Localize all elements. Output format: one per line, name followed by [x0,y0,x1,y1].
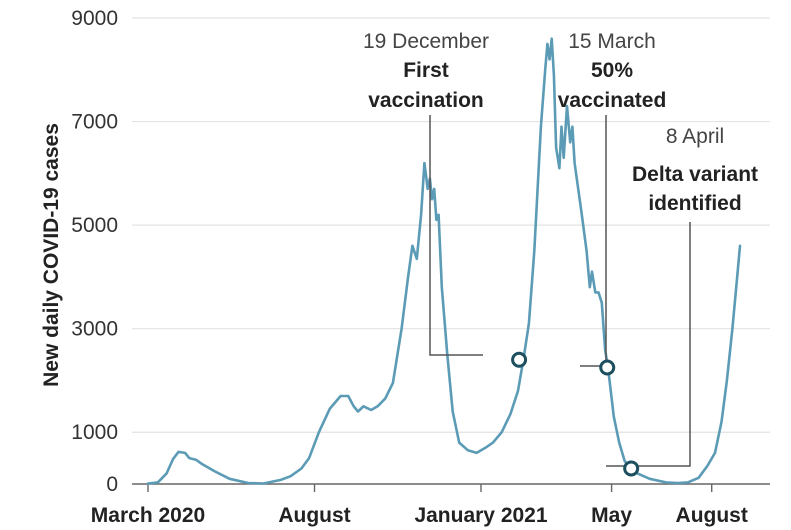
marker-delta-identified [623,460,640,477]
x-tick-label-1: August [278,504,350,527]
x-tick-label-4: August [676,504,748,527]
annotation-first-vaccination-leader [429,115,483,356]
y-tick-label-1000: 1000 [71,421,118,444]
annotation-markers [511,351,640,477]
marker-fifty-percent-vaccinated [599,359,616,376]
annotation-delta-identified-date: 8 April [666,125,724,148]
annotation-first-vaccination: 19 December First vaccination [363,30,489,356]
y-tick-label-0: 0 [106,473,118,496]
annotation-fifty-percent-vaccinated-line2: vaccinated [558,89,667,112]
annotation-delta-identified-leader [606,222,691,467]
y-tick-label-3000: 3000 [71,318,118,341]
x-tick-label-0: March 2020 [91,504,205,527]
y-tick-label-9000: 9000 [71,7,118,30]
x-tick-label-3: May [591,504,632,527]
marker-first-vaccination [511,351,528,368]
annotations: 19 December First vaccination 15 March 5… [363,30,758,467]
annotation-first-vaccination-line2: vaccination [368,89,484,112]
annotation-delta-identified-line1: Delta variant [632,163,758,186]
annotation-fifty-percent-vaccinated-line1: 50% [591,59,633,82]
annotation-fifty-percent-vaccinated-date: 15 March [568,30,656,53]
y-axis-ticks: 0 1000 3000 5000 7000 9000 [71,7,118,496]
annotation-delta-identified: 8 April Delta variant identified [606,125,758,467]
annotation-delta-identified-line2: identified [648,192,741,215]
y-tick-label-5000: 5000 [71,214,118,237]
grid-lines [132,17,770,433]
x-tick-label-2: January 2021 [414,504,547,527]
y-tick-label-7000: 7000 [71,111,118,134]
x-axis: March 2020 August January 2021 May August [91,483,770,527]
annotation-first-vaccination-line1: First [403,59,449,82]
series-line-daily-cases [146,37,742,485]
y-axis-label: New daily COVID-19 cases [40,123,63,387]
annotation-first-vaccination-date: 19 December [363,30,489,53]
